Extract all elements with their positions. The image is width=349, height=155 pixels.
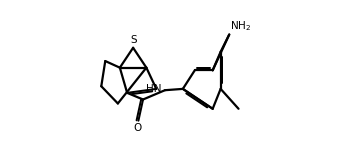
Text: S: S xyxy=(131,35,138,45)
Text: HN: HN xyxy=(146,84,162,94)
Text: O: O xyxy=(134,123,142,133)
Text: NH$_2$: NH$_2$ xyxy=(230,19,251,33)
